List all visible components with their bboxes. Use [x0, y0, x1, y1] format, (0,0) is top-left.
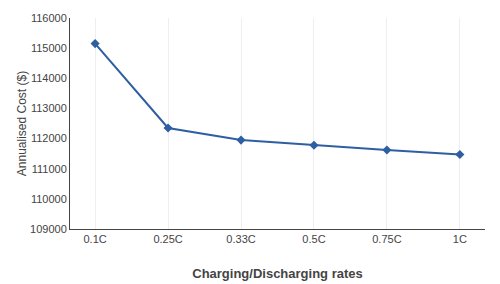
svg-text:114000: 114000 — [31, 72, 67, 84]
svg-text:1C: 1C — [453, 233, 467, 245]
svg-text:0.1C: 0.1C — [83, 233, 106, 245]
svg-text:112000: 112000 — [31, 132, 67, 144]
svg-text:115000: 115000 — [31, 42, 67, 54]
svg-text:0.33C: 0.33C — [226, 233, 255, 245]
svg-text:110000: 110000 — [31, 193, 67, 205]
svg-text:111000: 111000 — [32, 163, 67, 175]
svg-text:0.75C: 0.75C — [372, 233, 401, 245]
svg-text:0.25C: 0.25C — [153, 233, 182, 245]
svg-text:0.5C: 0.5C — [302, 233, 325, 245]
svg-text:116000: 116000 — [31, 12, 67, 24]
svg-text:113000: 113000 — [31, 102, 67, 114]
svg-text:Charging/Discharging rates: Charging/Discharging rates — [192, 266, 362, 281]
svg-text:109000: 109000 — [30, 223, 67, 235]
svg-text:Annualised Cost ($): Annualised Cost ($) — [15, 71, 29, 176]
